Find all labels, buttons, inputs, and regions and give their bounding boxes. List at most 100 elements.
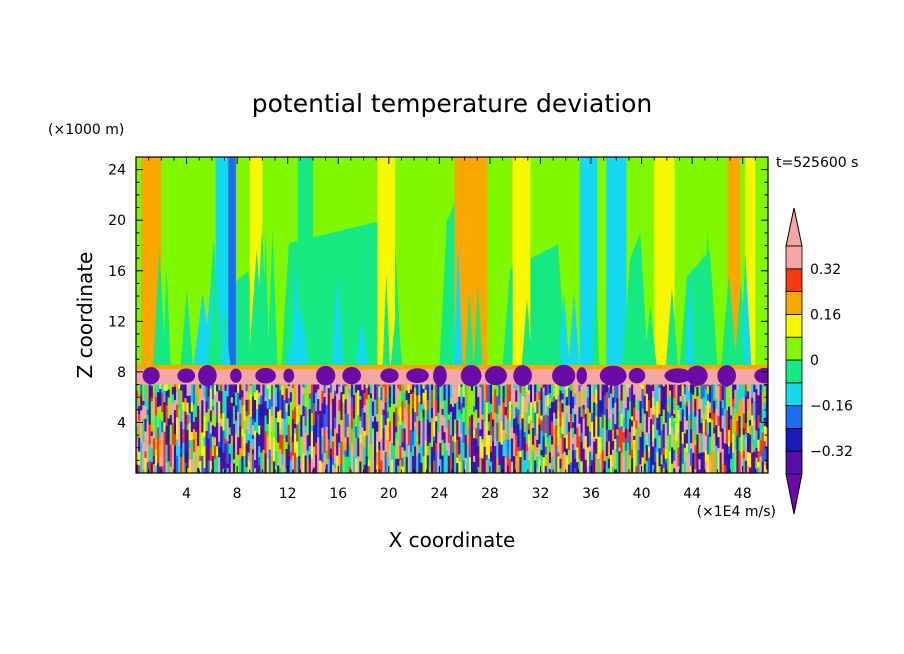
field-cell	[245, 410, 250, 417]
field-cell	[561, 381, 566, 394]
field-cell	[673, 467, 677, 473]
field-cell	[399, 445, 403, 461]
field-cell	[342, 449, 346, 456]
field-cell	[677, 409, 681, 433]
field-cell	[182, 410, 186, 430]
x-axis: 4 8 12 16 20 24 28 32 36 40 44 48	[148, 157, 756, 502]
field-cell	[567, 404, 571, 423]
field-cell	[374, 381, 378, 388]
field-cell	[721, 385, 726, 401]
field-cell	[519, 422, 524, 430]
field-cell	[213, 458, 218, 473]
field-plume	[473, 284, 483, 367]
field-plume	[193, 292, 213, 367]
field-cell	[647, 416, 651, 434]
field-cell	[304, 411, 309, 426]
field-cell	[633, 439, 637, 457]
field-cell	[285, 434, 289, 442]
field-thermal-cap	[230, 368, 242, 383]
field-cell	[414, 421, 418, 427]
field-cell	[359, 433, 363, 443]
field-cell	[647, 433, 651, 447]
field-cell	[470, 414, 474, 422]
field-cell	[226, 411, 230, 419]
colorbar-segment	[785, 336, 803, 361]
field-cell	[652, 446, 657, 465]
field-cell	[378, 385, 382, 398]
field-column	[745, 157, 756, 367]
field-cell	[359, 381, 363, 396]
field-cell	[232, 381, 237, 397]
field-cell	[245, 415, 250, 425]
field-cell	[470, 442, 474, 456]
field-cell	[529, 419, 534, 439]
field-plume	[543, 252, 557, 367]
field-cell	[738, 436, 742, 452]
field-cell	[677, 446, 681, 467]
field-cell	[765, 469, 768, 473]
field-cell	[268, 449, 273, 473]
field-cell	[283, 418, 287, 439]
field-cell	[232, 400, 237, 407]
field-cell	[232, 405, 237, 425]
field-cell	[591, 381, 596, 401]
field-cell	[548, 468, 553, 473]
field-plume	[219, 326, 231, 367]
field-cell	[237, 436, 241, 455]
field-cell	[140, 394, 143, 411]
field-cell	[331, 398, 336, 416]
field-cell	[182, 442, 186, 456]
field-cell	[207, 421, 212, 439]
field-cell	[647, 450, 651, 458]
x-tick-label: 24	[430, 486, 448, 502]
field-cell	[586, 407, 591, 427]
field-cell	[268, 398, 273, 410]
x-tick-label: 48	[734, 486, 752, 502]
field-cell	[483, 427, 487, 447]
field-column	[654, 157, 675, 367]
field-cell	[454, 433, 458, 442]
field-cell	[464, 457, 468, 473]
field-plume	[267, 229, 278, 367]
field-cell	[673, 413, 677, 418]
field-cell	[140, 430, 143, 443]
field-cell	[428, 406, 433, 423]
y-unit-label: (×1000 m)	[48, 122, 124, 138]
field-cell	[235, 391, 239, 406]
field-cell	[498, 384, 502, 406]
field-cell	[523, 436, 527, 461]
field-cell	[624, 428, 629, 439]
field-cell	[730, 442, 735, 459]
field-cell	[220, 449, 225, 473]
field-cell	[548, 392, 553, 399]
field-cell	[180, 421, 183, 439]
field-cell	[264, 396, 269, 402]
field-cell	[702, 460, 706, 473]
field-cell	[506, 439, 510, 454]
field-cell	[633, 407, 637, 422]
field-plume	[390, 304, 403, 367]
field-cell	[285, 402, 289, 412]
field-cell	[633, 388, 637, 395]
field-cell	[458, 453, 462, 462]
x-tick-label: 12	[279, 486, 297, 502]
field-cell	[213, 436, 218, 446]
field-cell	[504, 397, 508, 408]
field-cell	[245, 442, 250, 468]
field-cell	[184, 432, 189, 451]
field-cell	[700, 452, 705, 473]
field-cell	[502, 415, 507, 430]
field-cell	[224, 390, 228, 415]
field-cell	[489, 456, 494, 462]
field-cell	[138, 413, 142, 422]
field-cell	[582, 404, 586, 409]
field-cell	[382, 467, 387, 473]
field-cell	[732, 433, 735, 453]
field-cell	[565, 454, 569, 473]
x-tick-label: 40	[633, 486, 651, 502]
field-cell	[624, 437, 629, 451]
field-cell	[159, 455, 164, 467]
field-cell	[652, 440, 657, 447]
field-cell	[388, 406, 393, 422]
field-cell	[470, 390, 474, 415]
